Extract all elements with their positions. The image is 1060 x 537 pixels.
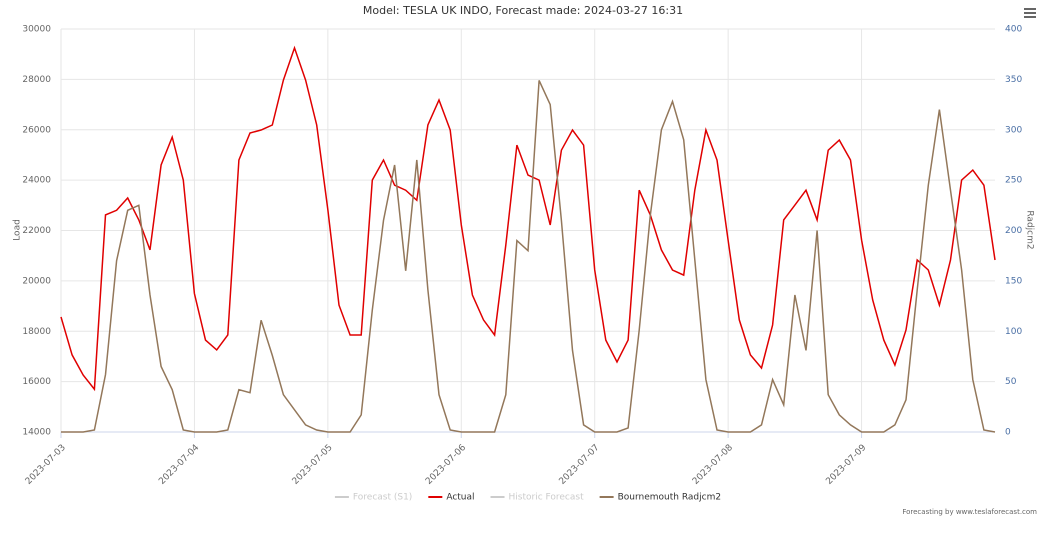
y2-tick-label: 150 (1005, 276, 1022, 286)
y2-tick-label: 350 (1005, 75, 1022, 85)
legend-item[interactable]: Actual (428, 493, 475, 503)
y2-tick-label: 0 (1005, 428, 1011, 438)
chart-title: Model: TESLA UK INDO, Forecast made: 202… (363, 4, 683, 17)
grid (60, 28, 995, 433)
x-tick-label: 2023-07-07 (558, 443, 602, 487)
legend-label: Forecast (S1) (353, 493, 412, 503)
y-tick-label: 24000 (22, 176, 51, 186)
y2-tick-label: 400 (1005, 25, 1022, 35)
y2-tick-label: 100 (1005, 327, 1022, 337)
y2-tick-label: 300 (1005, 125, 1022, 135)
legend-label: Bournemouth Radjcm2 (618, 493, 721, 503)
legend-item[interactable]: Forecast (S1) (334, 493, 412, 503)
y-tick-label: 28000 (22, 75, 51, 85)
y-tick-label: 22000 (22, 226, 51, 236)
y-tick-label: 16000 (22, 377, 51, 387)
y2-tick-label: 50 (1005, 377, 1017, 387)
legend-item[interactable]: Bournemouth Radjcm2 (599, 493, 721, 503)
y2-tick-label: 200 (1005, 226, 1022, 236)
y-tick-label: 30000 (22, 25, 51, 35)
credit: Forecasting by www.teslaforecast.com (902, 508, 1037, 516)
x-tick-label: 2023-07-04 (157, 443, 201, 487)
legend-label: Historic Forecast (509, 493, 585, 503)
series-line (60, 45, 996, 392)
x-tick-label: 2023-07-09 (824, 443, 868, 487)
legend-item[interactable]: Historic Forecast (490, 493, 585, 503)
y-tick-label: 26000 (22, 125, 51, 135)
y2-axis-title: Radjcm2 (1025, 210, 1035, 249)
legend: Forecast (S1) Actual Historic Forecast Bour… (334, 493, 721, 503)
y2-tick-label: 250 (1005, 176, 1022, 186)
y-tick-label: 14000 (22, 428, 51, 438)
y-tick-label: 18000 (22, 327, 51, 337)
x-tick-label: 2023-07-06 (424, 443, 468, 487)
x-tick-label: 2023-07-05 (291, 443, 335, 487)
legend-label: Actual (446, 493, 474, 503)
y-axis-title: Load (13, 219, 23, 241)
x-tick-label: 2023-07-03 (24, 443, 68, 487)
y-tick-label: 20000 (22, 276, 51, 286)
x-tick-label: 2023-07-08 (691, 443, 735, 487)
menu-button[interactable] (1024, 8, 1036, 18)
series-line (61, 80, 996, 433)
